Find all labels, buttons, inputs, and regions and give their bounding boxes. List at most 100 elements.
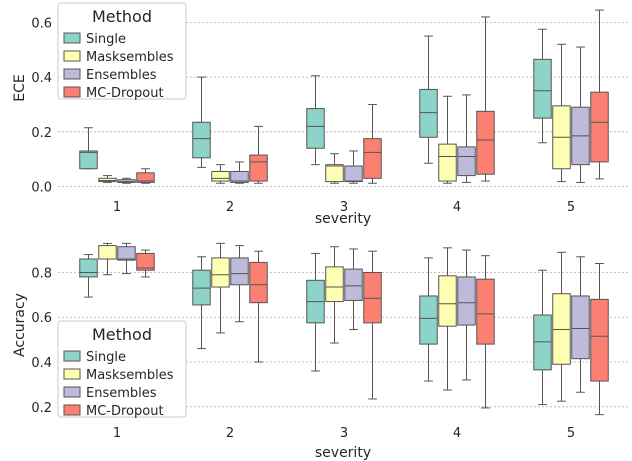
- iqr-box: [438, 275, 457, 327]
- accuracy-box-mc-dropout-severity-1: [136, 249, 155, 278]
- legend-swatch-single: [63, 350, 81, 362]
- accuracy-legend: Method Single Masksembles Ensembles MC-Dropo…: [57, 320, 187, 419]
- iqr-box: [590, 91, 609, 163]
- ece-y-tick-label: 0.0: [31, 181, 52, 196]
- ece-legend: Method Single Masksembles Ensembles MC-Dropo…: [57, 2, 187, 101]
- accuracy-box-single-severity-2: [192, 256, 211, 350]
- ece-box-masksembles-severity-2: [211, 164, 230, 184]
- iqr-box: [476, 110, 495, 175]
- accuracy-box-ensembles-severity-4: [457, 249, 476, 381]
- legend-swatch-mc-dropout: [63, 86, 81, 98]
- legend-swatch-mc-dropout: [63, 404, 81, 416]
- accuracy-y-tick-label: 0.2: [31, 401, 52, 416]
- ece-y-axis-label: ECE: [12, 74, 28, 101]
- iqr-box: [192, 269, 211, 306]
- accuracy-x-tick-label: 3: [340, 426, 348, 441]
- ece-box-mc-dropout-severity-3: [363, 103, 382, 184]
- legend-label-mc-dropout: MC-Dropout: [86, 404, 164, 419]
- iqr-box: [552, 293, 571, 365]
- ece-x-tick-label: 3: [340, 200, 348, 215]
- iqr-box: [192, 121, 211, 159]
- ece-y-tick-label: 0.6: [31, 16, 52, 31]
- accuracy-x-axis-label: severity: [315, 445, 371, 461]
- accuracy-box-mc-dropout-severity-5: [590, 263, 609, 416]
- legend-swatch-single: [63, 32, 81, 44]
- iqr-box: [419, 295, 438, 345]
- legend-label-single: Single: [86, 32, 126, 47]
- iqr-box: [363, 271, 382, 324]
- iqr-box: [249, 261, 268, 304]
- accuracy-box-single-severity-4: [419, 257, 438, 382]
- accuracy-box-masksembles-severity-5: [552, 251, 571, 402]
- iqr-box: [344, 165, 363, 183]
- iqr-box: [533, 58, 552, 119]
- accuracy-box-ensembles-severity-5: [571, 256, 590, 393]
- ece-box-ensembles-severity-5: [571, 46, 590, 183]
- ece-box-single-severity-5: [533, 28, 552, 144]
- iqr-box: [533, 314, 552, 371]
- legend-label-ensembles: Ensembles: [86, 68, 157, 83]
- iqr-box: [211, 170, 230, 182]
- ece-box-masksembles-severity-3: [325, 153, 344, 184]
- iqr-box: [230, 170, 249, 183]
- ece-box-ensembles-severity-1: [117, 177, 136, 184]
- ece-x-axis-label: severity: [315, 211, 371, 227]
- ece-box-ensembles-severity-4: [457, 94, 476, 183]
- ece-box-mc-dropout-severity-4: [476, 16, 495, 182]
- accuracy-box-masksembles-severity-3: [325, 246, 344, 344]
- iqr-box: [249, 154, 268, 182]
- ece-box-mc-dropout-severity-5: [590, 9, 609, 180]
- iqr-box: [476, 278, 495, 345]
- legend-label-mc-dropout: MC-Dropout: [86, 86, 164, 101]
- accuracy-box-mc-dropout-severity-3: [363, 250, 382, 400]
- legend-label-masksembles: Masksembles: [86, 368, 174, 383]
- iqr-box: [457, 146, 476, 177]
- accuracy-y-tick-label: 0.8: [31, 266, 52, 281]
- accuracy-box-single-severity-1: [79, 254, 98, 298]
- ece-y-tick-label: 0.4: [31, 71, 52, 86]
- ece-box-ensembles-severity-2: [230, 161, 249, 184]
- iqr-box: [438, 143, 457, 182]
- iqr-box: [136, 172, 155, 183]
- iqr-box: [590, 298, 609, 382]
- accuracy-box-ensembles-severity-2: [230, 245, 249, 323]
- iqr-box: [363, 138, 382, 179]
- accuracy-box-ensembles-severity-1: [117, 242, 136, 275]
- iqr-box: [98, 177, 117, 183]
- accuracy-y-tick-label: 0.6: [31, 311, 52, 326]
- iqr-box: [230, 257, 249, 286]
- iqr-box: [117, 246, 136, 261]
- accuracy-x-tick-label: 1: [113, 426, 121, 441]
- iqr-box: [79, 150, 98, 170]
- accuracy-box-single-severity-5: [533, 269, 552, 406]
- accuracy-x-tick-label: 5: [567, 426, 575, 441]
- ece-box-single-severity-3: [306, 75, 325, 166]
- ece-box-single-severity-4: [419, 35, 438, 164]
- accuracy-x-tick-label: 2: [226, 426, 234, 441]
- ece-box-mc-dropout-severity-1: [136, 168, 155, 184]
- ece-box-masksembles-severity-1: [98, 175, 117, 183]
- accuracy-box-ensembles-severity-3: [344, 248, 363, 331]
- ece-y-tick-label: 0.2: [31, 126, 52, 141]
- iqr-box: [98, 245, 117, 260]
- ece-box-single-severity-1: [79, 127, 98, 170]
- ece-x-tick-label: 1: [113, 200, 121, 215]
- iqr-box: [136, 252, 155, 271]
- accuracy-box-masksembles-severity-2: [211, 242, 230, 334]
- ece-box-mc-dropout-severity-2: [249, 125, 268, 184]
- legend-label-ensembles: Ensembles: [86, 386, 157, 401]
- iqr-box: [325, 164, 344, 183]
- legend-swatch-ensembles: [63, 386, 81, 398]
- accuracy-box-masksembles-severity-4: [438, 247, 457, 391]
- ece-box-ensembles-severity-3: [344, 150, 363, 184]
- legend-frame: [57, 2, 187, 100]
- ece-x-tick-label: 5: [567, 200, 575, 215]
- accuracy-y-tick-label: 0.4: [31, 356, 52, 371]
- legend-title: Method: [92, 325, 152, 344]
- legend-label-masksembles: Masksembles: [86, 50, 174, 65]
- legend-title: Method: [92, 7, 152, 26]
- ece-box-single-severity-2: [192, 76, 211, 168]
- iqr-box: [211, 257, 230, 288]
- legend-swatch-masksembles: [63, 368, 81, 380]
